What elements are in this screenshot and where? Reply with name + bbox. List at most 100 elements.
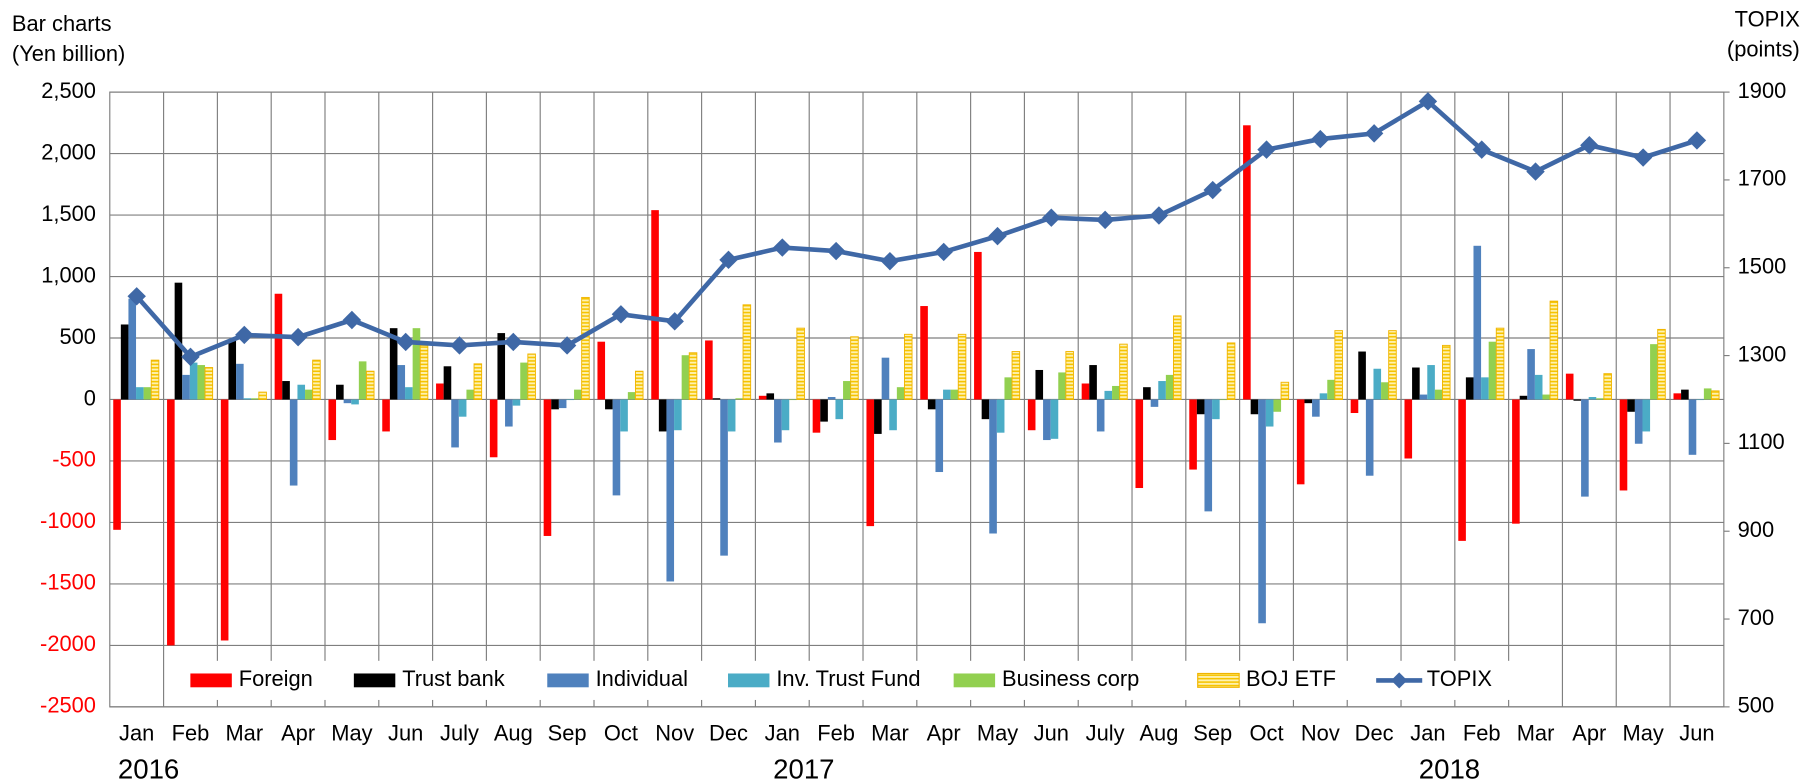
bar — [1258, 399, 1266, 624]
bar — [1265, 399, 1274, 427]
bar — [920, 306, 928, 400]
bar — [843, 381, 851, 400]
bar — [1150, 399, 1159, 407]
line-marker — [1418, 92, 1438, 111]
bar — [935, 399, 944, 473]
x-tick-label: Apr — [927, 720, 961, 745]
bar — [1273, 399, 1282, 412]
y2-tick-label: 900 — [1738, 517, 1774, 542]
bar — [197, 365, 206, 400]
bar — [336, 384, 344, 400]
y-tick-label: 2,500 — [41, 78, 96, 103]
bar — [896, 387, 905, 400]
bar — [204, 367, 214, 400]
x-tick-label: Jun — [1034, 720, 1069, 745]
line-marker — [1257, 140, 1276, 159]
x-tick-label: Feb — [817, 720, 855, 745]
line-marker — [611, 305, 631, 324]
x-tick-label: Jun — [1679, 720, 1714, 745]
bar — [1158, 381, 1166, 400]
bar — [681, 355, 690, 400]
y2-tick-label: 1900 — [1738, 78, 1787, 103]
bar — [397, 365, 406, 400]
x-tick-label: Nov — [655, 720, 694, 745]
x-tick-label: May — [977, 720, 1018, 745]
legend-swatch — [1197, 672, 1240, 688]
y-tick-label: 0 — [84, 385, 96, 410]
bar — [405, 387, 413, 400]
bar — [742, 304, 752, 400]
y-tick-label: 1,500 — [41, 201, 96, 226]
x-tick-label: Oct — [604, 720, 638, 745]
y2-axis-title: (points) — [1727, 36, 1800, 61]
bar — [1711, 390, 1720, 400]
bar — [1388, 330, 1397, 400]
bar — [1043, 399, 1051, 441]
bar — [1350, 399, 1359, 414]
bar — [758, 395, 767, 400]
bar — [1173, 315, 1182, 400]
bar — [720, 399, 728, 556]
bar — [581, 296, 590, 400]
bar — [358, 361, 367, 400]
bar — [1189, 399, 1197, 470]
x-tick-label: Mar — [225, 720, 263, 745]
bar — [228, 339, 237, 400]
bar — [1434, 389, 1443, 400]
bar — [1495, 327, 1505, 400]
y-tick-label: 2,000 — [41, 139, 96, 164]
legend-swatch — [728, 673, 770, 688]
bar — [712, 398, 721, 400]
legend-label: TOPIX — [1427, 666, 1493, 691]
y2-tick-label: 1300 — [1738, 341, 1787, 366]
bar — [881, 357, 890, 400]
x-tick-label: July — [440, 720, 479, 745]
bar — [1534, 374, 1543, 400]
legend-box — [173, 660, 1521, 700]
bar — [574, 389, 582, 400]
bar — [1588, 397, 1597, 400]
line-marker — [1311, 129, 1330, 149]
line-marker — [880, 251, 900, 271]
bar — [996, 399, 1005, 433]
bar — [458, 399, 467, 417]
bar — [251, 398, 259, 400]
bar — [558, 399, 567, 409]
legend-swatch-marker — [1391, 672, 1408, 689]
bar — [597, 341, 606, 400]
line-marker — [1526, 162, 1545, 181]
bar — [1634, 399, 1643, 444]
x-tick-label: Mar — [1517, 720, 1555, 745]
y-tick-label: -500 — [52, 447, 96, 472]
line-marker — [1580, 136, 1599, 155]
bar — [735, 398, 744, 400]
bar — [1212, 399, 1220, 420]
bar — [835, 399, 844, 420]
bar — [551, 399, 559, 410]
bar — [1412, 367, 1420, 400]
line-marker — [127, 287, 146, 306]
bar — [382, 399, 390, 432]
legend-swatch — [190, 673, 232, 688]
bar — [182, 374, 190, 400]
bar — [1619, 399, 1628, 491]
bar — [1488, 341, 1497, 400]
bar — [1058, 372, 1066, 400]
bar — [989, 399, 997, 534]
bar — [1250, 399, 1259, 415]
year-label: 2018 — [1419, 754, 1480, 784]
x-tick-label: Jun — [388, 720, 423, 745]
bar — [1565, 373, 1574, 400]
bar — [1519, 395, 1528, 400]
bar — [1603, 373, 1612, 400]
bar — [274, 293, 283, 400]
bar — [1112, 385, 1120, 400]
bar — [365, 370, 375, 400]
line-marker — [1633, 148, 1653, 167]
bar — [1219, 399, 1228, 401]
bar — [1226, 342, 1236, 400]
bar — [282, 381, 290, 400]
bar — [113, 399, 121, 530]
bar — [789, 399, 797, 401]
line-marker — [450, 336, 469, 355]
